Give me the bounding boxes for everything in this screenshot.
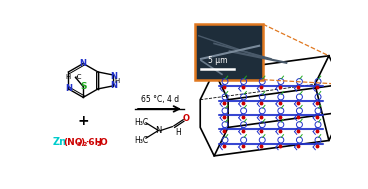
Text: 65 °C, 4 d: 65 °C, 4 d (141, 94, 179, 104)
Text: S: S (80, 82, 86, 91)
Text: ·6H: ·6H (85, 138, 103, 146)
Text: ₃C: ₃C (75, 74, 82, 80)
Text: 2: 2 (96, 142, 101, 147)
Text: N: N (79, 59, 86, 68)
Text: O: O (99, 138, 107, 146)
Text: 2: 2 (82, 142, 87, 147)
Text: (NO: (NO (63, 138, 82, 146)
Text: N: N (155, 126, 162, 135)
Text: H: H (66, 74, 71, 80)
Text: ): ) (80, 138, 84, 146)
Text: 3: 3 (77, 142, 81, 147)
Bar (195, 24, 263, 80)
Text: H₃C: H₃C (134, 118, 148, 126)
Text: O: O (183, 114, 190, 123)
Text: N: N (111, 72, 118, 81)
Text: N: N (65, 84, 72, 93)
Text: H: H (176, 128, 181, 136)
Text: H₃C: H₃C (134, 136, 148, 145)
Text: H: H (114, 78, 119, 84)
Text: 5 μm: 5 μm (208, 56, 227, 65)
Text: +: + (77, 114, 89, 128)
Text: N: N (111, 81, 118, 90)
Polygon shape (200, 71, 329, 156)
Text: Zn: Zn (52, 137, 66, 147)
